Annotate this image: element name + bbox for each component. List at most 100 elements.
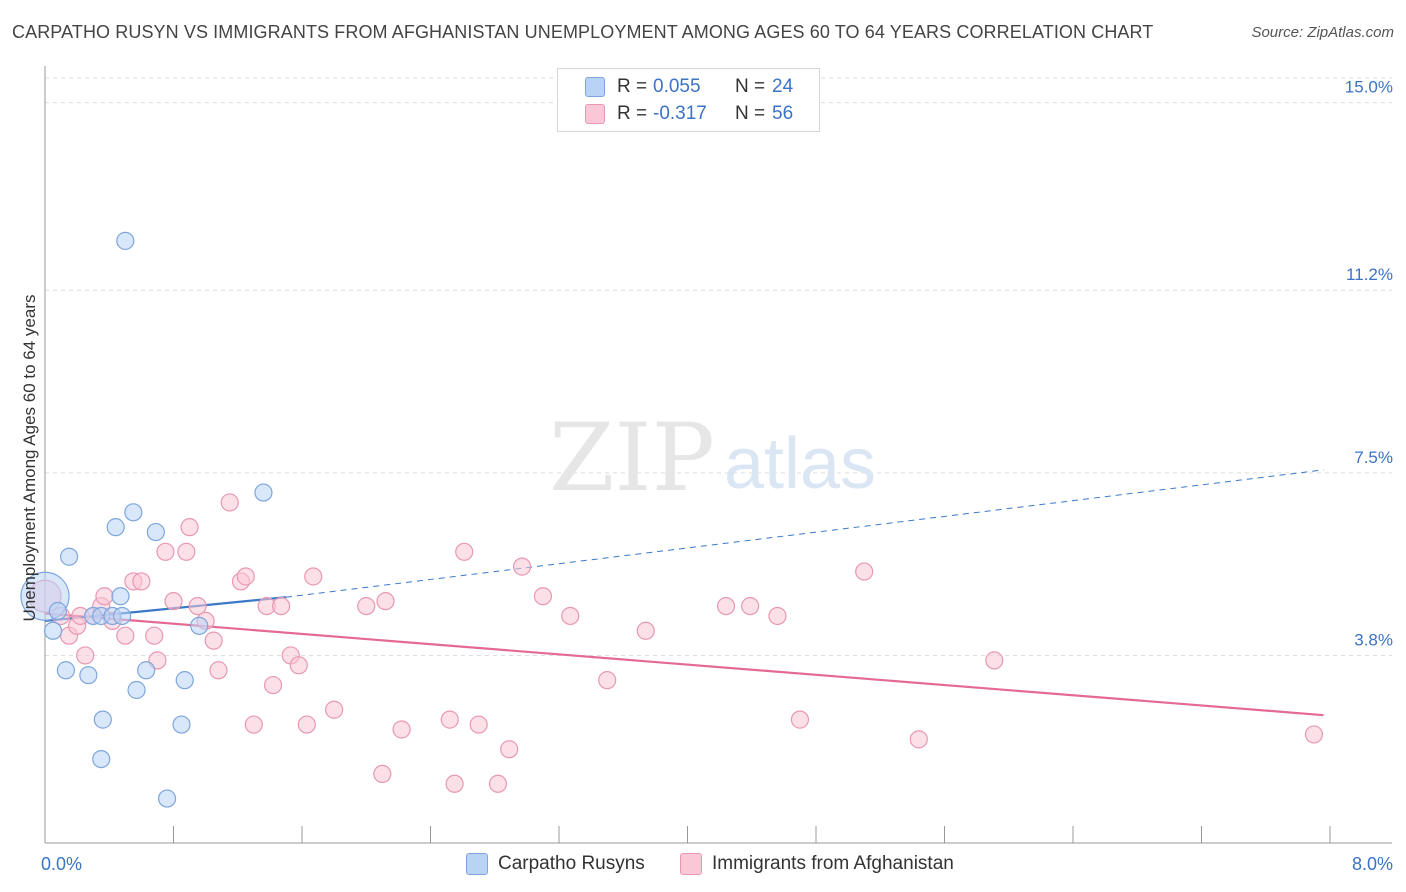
data-point-afghanistan	[909, 730, 928, 749]
data-point-rusyn	[92, 749, 111, 769]
data-point-afghanistan	[445, 774, 464, 793]
data-point-afghanistan	[488, 774, 508, 793]
data-point-rusyn	[116, 231, 135, 250]
data-point-afghanistan	[132, 572, 151, 591]
data-point-afghanistan	[164, 592, 183, 611]
data-point-afghanistan	[188, 596, 207, 616]
data-point-afghanistan	[145, 626, 164, 645]
data-point-rusyn	[190, 616, 209, 635]
n-label: N =	[735, 103, 766, 124]
data-point-rusyn	[56, 661, 75, 680]
data-point-afghanistan	[236, 567, 255, 586]
legend-swatch-blue	[466, 853, 488, 875]
data-point-afghanistan	[272, 596, 291, 616]
tick-labels: 3.8% 7.5% 11.2% 15.0% 0.0% 8.0%	[41, 78, 1393, 874]
y-axis-label: Unemployment Among Ages 60 to 64 years	[20, 294, 39, 622]
data-point-rusyn	[43, 621, 63, 640]
data-point-afghanistan	[116, 626, 135, 645]
legend-label: Immigrants from Afghanistan	[712, 853, 954, 874]
data-point-afghanistan	[289, 656, 308, 675]
data-point-afghanistan	[209, 661, 228, 680]
data-point-rusyn	[127, 680, 146, 700]
data-point-afghanistan	[440, 710, 459, 729]
data-points	[20, 231, 1324, 808]
data-point-rusyn	[79, 666, 98, 685]
data-point-afghanistan	[376, 592, 395, 611]
y-tick-label: 15.0%	[1345, 78, 1393, 97]
data-point-afghanistan	[297, 715, 316, 734]
data-point-rusyn	[175, 671, 194, 690]
data-point-afghanistan	[263, 675, 283, 695]
data-point-rusyn	[48, 601, 67, 621]
data-point-rusyn	[93, 710, 112, 729]
data-point-afghanistan	[180, 518, 199, 537]
data-point-rusyn	[137, 661, 156, 680]
data-point-rusyn	[112, 606, 132, 626]
data-point-afghanistan	[325, 700, 344, 719]
data-point-afghanistan	[76, 646, 95, 665]
data-point-afghanistan	[455, 542, 474, 561]
data-point-rusyn	[146, 522, 165, 542]
data-point-afghanistan	[716, 596, 736, 616]
data-point-afghanistan	[392, 720, 411, 739]
y-tick-label: 7.5%	[1354, 448, 1393, 467]
watermark: ZIP atlas	[549, 404, 876, 513]
watermark-zip: ZIP	[549, 404, 715, 513]
data-point-afghanistan	[636, 621, 655, 640]
data-point-afghanistan	[598, 671, 617, 690]
data-point-afghanistan	[204, 631, 223, 650]
data-point-rusyn	[172, 715, 191, 734]
data-point-afghanistan	[768, 606, 787, 626]
data-point-afghanistan	[855, 562, 874, 581]
r-value: -0.317	[653, 103, 707, 124]
data-point-rusyn	[111, 587, 130, 606]
data-point-afghanistan	[244, 715, 263, 734]
legend-label: Carpatho Rusyns	[498, 853, 645, 874]
data-point-afghanistan	[1304, 725, 1324, 744]
source-label: Source: ZipAtlas.com	[1251, 24, 1394, 41]
n-label: N =	[735, 76, 766, 97]
r-label: R =	[617, 103, 648, 124]
data-point-afghanistan	[500, 740, 519, 759]
r-label: R =	[617, 76, 648, 97]
x-tick-label: 0.0%	[41, 854, 82, 874]
n-value: 24	[772, 76, 794, 97]
trend-line-afghanistan	[44, 612, 1324, 717]
y-tick-label: 11.2%	[1346, 265, 1393, 284]
data-point-rusyn	[124, 503, 143, 522]
data-point-afghanistan	[373, 764, 392, 784]
stats-legend-row-afghanistan: R = -0.317 N = 56	[558, 102, 793, 126]
data-point-rusyn	[157, 789, 177, 808]
axes	[44, 66, 1392, 844]
data-point-rusyn	[254, 483, 273, 502]
data-point-afghanistan	[220, 493, 239, 512]
series-legend: Carpatho Rusyns Immigrants from Afghanis…	[0, 850, 1406, 880]
data-point-afghanistan	[741, 596, 760, 616]
data-point-afghanistan	[357, 596, 376, 616]
data-point-afghanistan	[304, 567, 323, 586]
legend-item-immigrants-afghanistan[interactable]: Immigrants from Afghanistan	[680, 850, 954, 878]
x-tick-label: 8.0%	[1352, 854, 1393, 874]
data-point-afghanistan	[177, 542, 196, 561]
data-point-afghanistan	[469, 715, 488, 734]
data-point-afghanistan	[95, 587, 114, 606]
data-point-rusyn	[106, 518, 125, 537]
n-value: 56	[772, 103, 794, 124]
data-point-afghanistan	[790, 710, 810, 729]
data-point-afghanistan	[533, 587, 553, 606]
chart-title: CARPATHO RUSYN VS IMMIGRANTS FROM AFGHAN…	[12, 22, 1154, 42]
legend-swatch-blue	[585, 77, 605, 97]
stats-legend: R = 0.055 N = 24 R = -0.317 N = 56	[557, 68, 820, 132]
data-point-afghanistan	[561, 606, 580, 626]
data-point-afghanistan	[512, 557, 532, 576]
data-point-rusyn	[59, 547, 79, 566]
y-tick-label: 3.8%	[1354, 630, 1393, 649]
data-point-afghanistan	[156, 542, 175, 561]
legend-swatch-pink	[680, 853, 702, 875]
trend-line-rusyn-extension	[285, 469, 1324, 598]
data-point-afghanistan	[985, 651, 1004, 670]
legend-item-carpatho-rusyns[interactable]: Carpatho Rusyns	[466, 850, 645, 878]
legend-swatch-pink	[585, 104, 605, 124]
stats-legend-row-rusyn: R = 0.055 N = 24	[558, 75, 793, 99]
